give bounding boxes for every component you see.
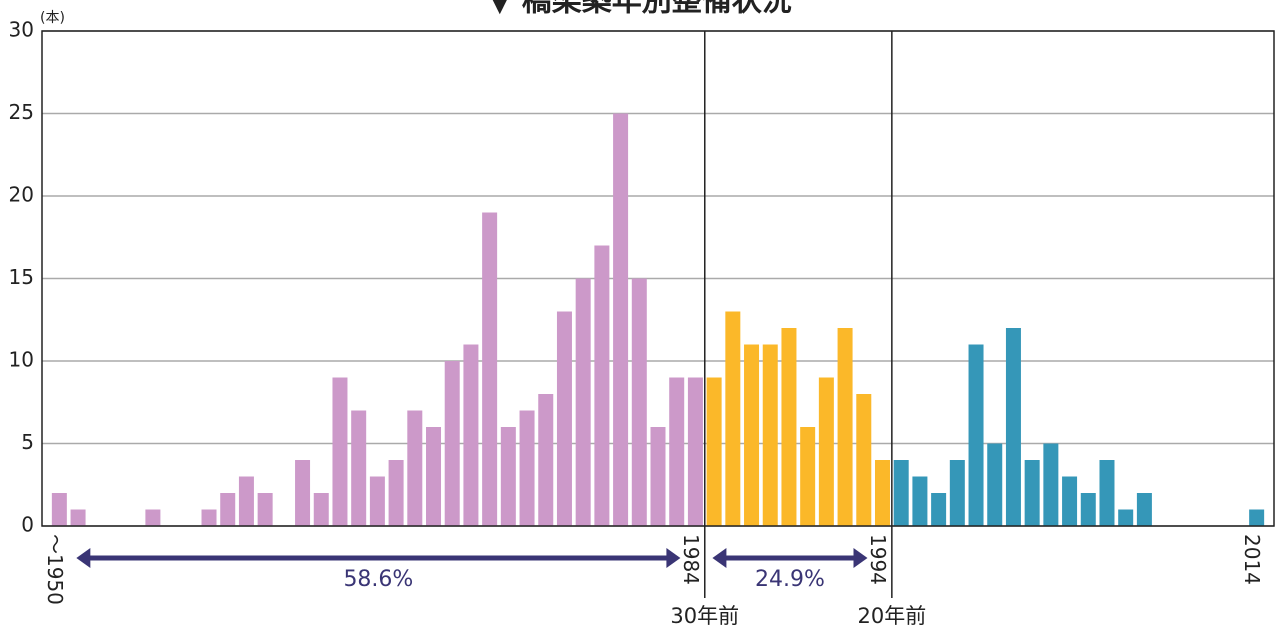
arrow-head — [666, 548, 681, 568]
range-label: 58.6% — [343, 567, 413, 592]
y-unit: (本) — [40, 10, 65, 26]
bar — [145, 509, 161, 526]
divider-label: 30年前 — [670, 604, 739, 628]
bar — [706, 377, 722, 526]
range-label: 24.9% — [755, 567, 825, 592]
bar — [968, 344, 984, 526]
bar — [220, 493, 236, 526]
bar — [482, 212, 498, 526]
bar — [1136, 493, 1152, 526]
bar — [556, 311, 572, 526]
bar — [369, 476, 385, 526]
bar — [762, 344, 778, 526]
y-tick-label: 20 — [9, 183, 34, 207]
bar — [388, 460, 404, 526]
x-tick-label: 1994 — [866, 534, 890, 585]
bar — [613, 113, 629, 526]
bar — [800, 427, 816, 526]
x-tick-label: ～1950 — [43, 534, 67, 605]
bar — [1043, 443, 1059, 526]
bar — [257, 493, 273, 526]
bar — [351, 410, 367, 526]
bar — [744, 344, 760, 526]
bar — [463, 344, 479, 526]
bar — [1118, 509, 1134, 526]
bar — [201, 509, 217, 526]
y-tick-label: 0 — [21, 513, 34, 537]
arrow-head — [712, 548, 727, 568]
bar — [725, 311, 741, 526]
bar — [931, 493, 947, 526]
bar — [444, 361, 460, 526]
bar — [407, 410, 423, 526]
y-tick-label: 30 — [9, 18, 34, 42]
bar — [313, 493, 329, 526]
y-tick-label: 15 — [9, 265, 34, 289]
bar — [818, 377, 834, 526]
bar — [51, 493, 67, 526]
bar — [669, 377, 685, 526]
bar — [1062, 476, 1078, 526]
bar — [1080, 493, 1096, 526]
bar — [631, 278, 647, 526]
bar — [912, 476, 928, 526]
plot-frame — [41, 30, 1275, 527]
arrow-head — [76, 548, 91, 568]
y-tick-label: 25 — [9, 100, 34, 124]
bar — [594, 245, 610, 526]
x-tick-label: 2014 — [1240, 534, 1264, 585]
bar — [893, 460, 909, 526]
bar — [70, 509, 86, 526]
bar — [332, 377, 348, 526]
bar — [1249, 509, 1265, 526]
bar — [575, 278, 591, 526]
bar — [1024, 460, 1040, 526]
bar — [781, 328, 797, 526]
arrow-head — [853, 548, 868, 568]
bar — [500, 427, 516, 526]
bar — [837, 328, 853, 526]
bar — [426, 427, 442, 526]
y-tick-label: 10 — [9, 348, 34, 372]
bar — [1005, 328, 1021, 526]
bar — [687, 377, 703, 526]
bar — [650, 427, 666, 526]
bar — [949, 460, 965, 526]
bar — [238, 476, 254, 526]
bar — [538, 394, 554, 526]
bar — [295, 460, 311, 526]
y-tick-label: 5 — [21, 430, 34, 454]
bar — [519, 410, 535, 526]
divider-label: 20年前 — [857, 604, 926, 628]
x-tick-label: 1984 — [679, 534, 703, 585]
bar — [874, 460, 890, 526]
chart-title: ▼ 橋梁築年別整備状況 — [488, 0, 792, 19]
bar — [987, 443, 1003, 526]
bar — [856, 394, 872, 526]
bar — [1099, 460, 1115, 526]
